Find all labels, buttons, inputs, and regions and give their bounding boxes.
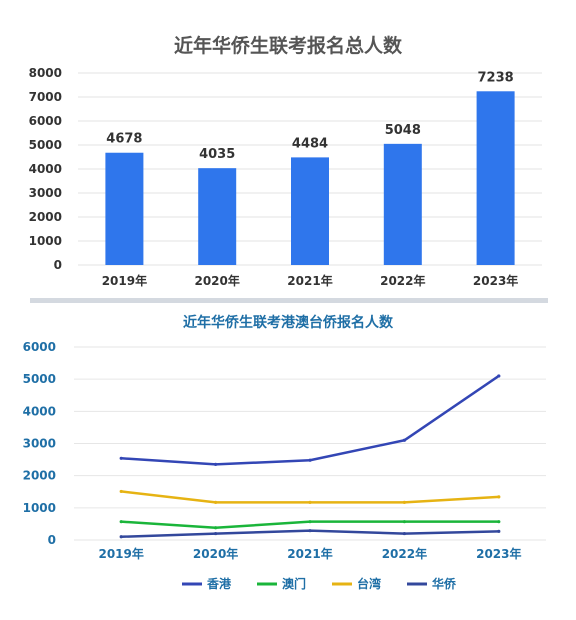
line-chart-y-tick-label: 2000: [23, 469, 56, 483]
bar-chart-x-tick-label: 2020年: [194, 273, 239, 288]
bar-4: [383, 143, 422, 265]
series-2-point: [497, 520, 501, 524]
series-2-point: [308, 520, 312, 524]
series-1-point: [308, 458, 312, 462]
bar-chart-y-tick-label: 5000: [29, 138, 62, 152]
line-chart-y-tick-label: 4000: [23, 404, 56, 418]
series-2-point: [214, 526, 218, 530]
bar-chart-x-tick-label: 2022年: [380, 273, 425, 288]
line-chart-y-axis: 0 1000 2000 3000 4000 5000 6000: [23, 340, 56, 547]
series-1-point: [214, 462, 218, 467]
bar-data-label: 7238: [478, 70, 514, 85]
series-3-point: [402, 500, 406, 504]
applicants-by-region-line-chart: 近年华侨生联考港澳台侨报名人数 0 1000 2000 3000 4000 5000 600…: [23, 314, 546, 591]
bar-5: [476, 91, 515, 266]
bar-data-label: 4035: [199, 147, 235, 162]
legend-label: 华侨: [432, 576, 457, 591]
legend-label: 香港: [206, 576, 232, 591]
bar-data-label: 4678: [106, 132, 142, 147]
series-4-point: [402, 531, 406, 536]
series-2-point: [402, 520, 406, 524]
bar-1: [105, 152, 144, 265]
line-chart-x-tick-label: 2022年: [382, 546, 427, 561]
series-3-point: [214, 500, 218, 504]
line-chart-x-tick-label: 2021年: [287, 546, 332, 561]
line-chart-x-tick-label: 2019年: [98, 546, 143, 561]
series-3-point: [497, 495, 501, 499]
series-4-point: [119, 535, 123, 539]
bar-chart-y-tick-label: 4000: [29, 162, 62, 176]
series-line-3: [121, 490, 499, 504]
bar-data-label: 5048: [385, 123, 421, 138]
bar-chart-y-tick-label: 3000: [29, 186, 62, 200]
legend-label: 台湾: [357, 576, 381, 591]
bar-chart-x-axis: 2019年 2020年 2021年 2022年 2023年: [102, 273, 519, 288]
line-chart-x-tick-label: 2020年: [193, 546, 238, 561]
line-chart-title: 近年华侨生联考港澳台侨报名人数: [183, 314, 394, 331]
bar-chart-y-tick-label: 1000: [29, 234, 62, 248]
line-chart-x-tick-label: 2023年: [476, 546, 521, 561]
series-4-point: [497, 529, 501, 533]
line-chart-series: [119, 374, 501, 539]
bar-chart-y-tick-label: 8000: [29, 66, 62, 80]
series-1-point: [497, 374, 501, 378]
series-4-point: [308, 529, 312, 533]
line-chart-y-tick-label: 6000: [23, 340, 56, 354]
line-chart-x-axis: 2019年 2020年 2021年 2022年 2023年: [98, 546, 521, 561]
bar-chart-x-tick-label: 2019年: [102, 273, 147, 288]
line-chart-y-tick-label: 0: [48, 533, 56, 547]
line-chart-y-tick-label: 1000: [23, 501, 56, 515]
total-applicants-bar-chart: 近年华侨生联考报名总人数 0 1000 2000 3000 4000 5000 6000 70…: [29, 34, 542, 288]
legend-label: 澳门: [282, 576, 306, 591]
bar-chart-x-tick-label: 2021年: [287, 273, 332, 288]
section-divider: [30, 298, 548, 303]
bar-data-label: 4484: [292, 136, 328, 151]
bar-3: [291, 157, 329, 265]
line-chart-grid: [74, 346, 546, 541]
line-chart-y-tick-label: 5000: [23, 372, 56, 386]
bar-chart-y-tick-label: 6000: [29, 114, 62, 128]
bar-chart-data-labels: 4678 4035 4484 5048 7238: [106, 70, 513, 162]
line-chart-legend: 香港 澳门 台湾 华侨: [182, 576, 457, 591]
series-3-point: [119, 489, 123, 494]
series-3-point: [308, 500, 312, 504]
bar-chart-bars: [105, 91, 515, 266]
series-1-point: [119, 456, 123, 460]
series-line-1: [121, 374, 500, 466]
bar-chart-title: 近年华侨生联考报名总人数: [174, 34, 403, 57]
series-1-point: [402, 438, 406, 442]
bar-2: [198, 168, 237, 265]
bar-chart-y-axis: 0 1000 2000 3000 4000 5000 6000 7000 8000: [29, 66, 62, 272]
series-2-point: [119, 520, 123, 524]
series-4-point: [214, 531, 218, 536]
bar-chart-x-tick-label: 2023年: [473, 273, 518, 288]
line-chart-y-tick-label: 3000: [23, 437, 56, 451]
bar-chart-y-tick-label: 2000: [29, 210, 62, 224]
bar-chart-y-tick-label: 0: [54, 258, 62, 272]
bar-chart-y-tick-label: 7000: [29, 90, 62, 104]
